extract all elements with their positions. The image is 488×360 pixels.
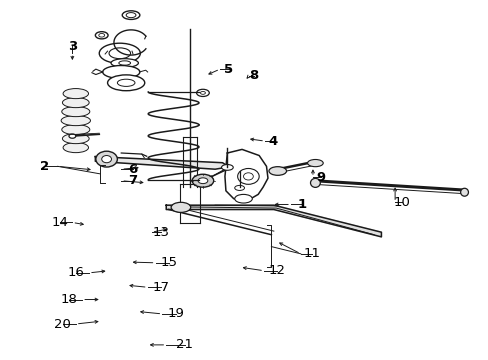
Polygon shape (95, 157, 225, 169)
Ellipse shape (460, 188, 468, 196)
Text: 6: 6 (128, 163, 137, 176)
Text: 13: 13 (153, 226, 169, 239)
Ellipse shape (171, 202, 190, 212)
Text: 21: 21 (176, 338, 193, 351)
Ellipse shape (192, 174, 213, 187)
Ellipse shape (99, 43, 140, 63)
Text: 9: 9 (316, 171, 325, 184)
Ellipse shape (200, 91, 205, 94)
Text: 5: 5 (224, 63, 233, 76)
Text: 19: 19 (167, 307, 184, 320)
Text: 15: 15 (160, 256, 177, 269)
Ellipse shape (310, 178, 320, 187)
Ellipse shape (109, 48, 130, 59)
Ellipse shape (107, 75, 144, 91)
Text: 1: 1 (297, 198, 306, 211)
Ellipse shape (95, 32, 108, 39)
Text: 14: 14 (51, 216, 68, 229)
Text: 10: 10 (393, 196, 409, 209)
Text: 4: 4 (268, 135, 277, 148)
Ellipse shape (63, 143, 88, 153)
Ellipse shape (243, 173, 253, 180)
Text: 2: 2 (41, 160, 49, 173)
Ellipse shape (196, 89, 209, 96)
Ellipse shape (61, 107, 90, 117)
Text: 20: 20 (54, 318, 71, 330)
Text: 17: 17 (153, 281, 169, 294)
Ellipse shape (307, 159, 323, 167)
Ellipse shape (99, 33, 104, 37)
Ellipse shape (62, 98, 89, 108)
Ellipse shape (234, 194, 252, 203)
Ellipse shape (234, 185, 244, 190)
Ellipse shape (126, 13, 136, 18)
Text: 16: 16 (67, 266, 84, 279)
Text: 8: 8 (249, 69, 258, 82)
Text: 12: 12 (268, 264, 285, 277)
Ellipse shape (221, 165, 233, 170)
Text: 7: 7 (128, 174, 137, 187)
Ellipse shape (119, 61, 130, 65)
Text: 3: 3 (68, 40, 77, 53)
Polygon shape (166, 205, 381, 237)
Text: 11: 11 (303, 247, 320, 260)
Ellipse shape (268, 167, 286, 175)
Ellipse shape (122, 11, 140, 19)
Ellipse shape (198, 178, 207, 184)
Ellipse shape (237, 168, 259, 184)
Ellipse shape (63, 89, 88, 99)
Ellipse shape (111, 59, 138, 67)
Ellipse shape (62, 134, 89, 144)
Ellipse shape (102, 66, 140, 78)
Ellipse shape (61, 116, 90, 126)
Text: 18: 18 (61, 293, 78, 306)
Ellipse shape (96, 151, 117, 167)
Ellipse shape (117, 79, 135, 86)
Ellipse shape (69, 134, 76, 138)
Ellipse shape (61, 125, 90, 135)
Ellipse shape (102, 156, 111, 163)
